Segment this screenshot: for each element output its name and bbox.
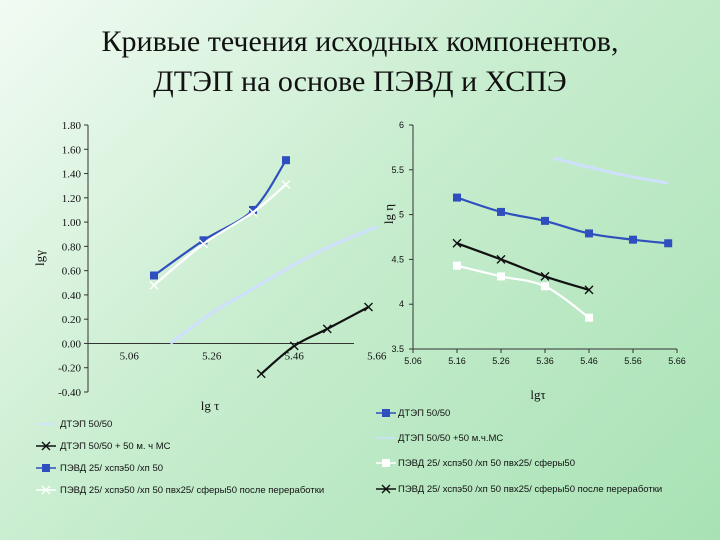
right-legend-label-2: ПЭВД 25/ хспэ50 /хп 50 пвх25/ сферы50 (398, 458, 575, 469)
right-x-axis-label: lgτ (530, 387, 545, 402)
left-y-tick-label: 0.80 (62, 241, 82, 253)
left-series-point-1 (364, 302, 373, 312)
left-legend-label-3: ПЭВД 25/ хспэ50 /хп 50 пвх25/ сферы50 по… (60, 485, 324, 496)
right-x-tick-label: 5.46 (580, 356, 598, 366)
left-series-line-3 (153, 183, 287, 287)
right-series-point-3 (496, 254, 506, 264)
right-x-tick-label: 5.06 (404, 356, 422, 366)
right-series-point-0 (497, 207, 505, 216)
right-series-point-0 (453, 193, 461, 202)
left-y-tick-label: 1.00 (62, 217, 82, 229)
right-legend-marker-2 (382, 459, 390, 467)
right-y-tick-label: 6 (399, 120, 404, 130)
left-y-tick-label: 0.20 (62, 314, 82, 326)
right-y-tick-label: 5.5 (391, 165, 404, 175)
right-series-point-0 (585, 229, 593, 238)
right-series-point-2 (585, 313, 593, 322)
left-series-line-1 (260, 306, 370, 375)
left-series-line-2 (153, 159, 287, 277)
left-series-point-3 (149, 280, 159, 290)
right-series-line-1 (553, 156, 669, 185)
left-x-tick-label: 5.06 (120, 350, 140, 362)
left-legend-label-1: ДТЭП 50/50 + 50 м. ч МС (60, 441, 171, 452)
left-series-point-3 (199, 239, 208, 249)
left-y-axis-label: lgγ (32, 250, 47, 266)
left-y-tick-label: 1.60 (62, 144, 82, 156)
right-legend-label-0: ДТЭП 50/50 (398, 408, 450, 419)
right-series-line-2 (456, 264, 590, 319)
left-y-tick-label: 0.60 (62, 266, 82, 278)
left-legend-label-0: ДТЭП 50/50 (60, 419, 112, 430)
right-series-point-0 (629, 235, 637, 244)
left-series-point-1 (289, 341, 299, 351)
right-y-tick-label: 5 (399, 210, 404, 220)
left-series-point-2 (249, 205, 257, 214)
left-y-tick-label: -0.20 (58, 363, 81, 375)
left-x-tick-label: 5.66 (367, 350, 387, 362)
left-series-line-0 (169, 225, 378, 345)
right-series-point-3 (584, 285, 594, 295)
right-series-point-0 (541, 216, 549, 225)
left-x-tick-label: 5.26 (202, 350, 222, 362)
right-x-tick-label: 5.26 (492, 356, 510, 366)
right-series-point-0 (664, 239, 673, 248)
left-series-point-1 (322, 324, 332, 334)
right-series-point-2 (497, 272, 505, 281)
right-y-tick-label: 3.5 (391, 344, 404, 354)
left-legend-marker-1 (41, 441, 51, 451)
left-y-tick-label: -0.40 (58, 387, 81, 399)
left-y-tick-label: 0.00 (62, 338, 82, 350)
left-chart: 1.80 1.60 1.40 1.20 1.00 0.80 0.60 0.40 0.20 0.00… (32, 120, 387, 496)
title-line-1: Кривые течения исходных компонентов, (101, 25, 619, 58)
right-series-point-3 (452, 238, 462, 248)
left-y-tick-label: 1.20 (62, 193, 82, 205)
left-series-point-1 (256, 369, 266, 379)
left-series-point-3 (248, 207, 258, 217)
right-x-tick-label: 5.36 (536, 356, 554, 366)
right-series-line-3 (456, 242, 590, 291)
right-legend-label-1: ДТЭП 50/50 +50 м.ч.МС (398, 433, 503, 444)
left-legend-marker-2 (42, 464, 50, 472)
right-x-tick-label: 5.56 (624, 356, 642, 366)
right-x-tick-label: 5.66 (668, 356, 686, 366)
right-legend-marker-3 (381, 484, 391, 494)
left-legend-label-2: ПЭВД 25/ хспэ50 /хп 50 (60, 463, 163, 474)
right-legend-marker-0 (382, 409, 390, 417)
title-line-2: ДТЭП на основе ПЭВД и ХСПЭ (153, 65, 567, 98)
slide-title: Кривые течения исходных компонентов, ДТЭ… (0, 22, 720, 102)
right-y-tick-label: 4 (399, 299, 404, 309)
right-y-tick-label: 4.5 (391, 254, 404, 264)
right-legend-label-3: ПЭВД 25/ хспэ50 /хп 50 пвх25/ сферы50 по… (398, 484, 662, 495)
left-x-axis-label: lg τ (201, 398, 220, 413)
left-legend-marker-3 (41, 485, 51, 495)
right-x-tick-label: 5.16 (448, 356, 466, 366)
left-y-tick-label: 1.40 (62, 169, 82, 181)
left-series-point-2 (199, 236, 208, 245)
left-x-tick-label: 5.46 (285, 350, 305, 362)
right-y-axis-label: lg η (381, 204, 396, 224)
left-series-point-3 (281, 179, 291, 189)
left-y-tick-label: 1.80 (62, 120, 82, 132)
right-chart: 6 5.5 5 4.5 4 3.55.06 5.16 5.26 5.36 5.46 5.56 5.66… (376, 120, 686, 495)
left-series-point-2 (282, 156, 290, 165)
right-series-point-2 (541, 282, 549, 291)
left-series-point-2 (150, 271, 158, 280)
left-y-tick-label: 0.40 (62, 290, 82, 302)
right-series-point-2 (453, 261, 461, 270)
right-series-point-3 (540, 271, 550, 281)
